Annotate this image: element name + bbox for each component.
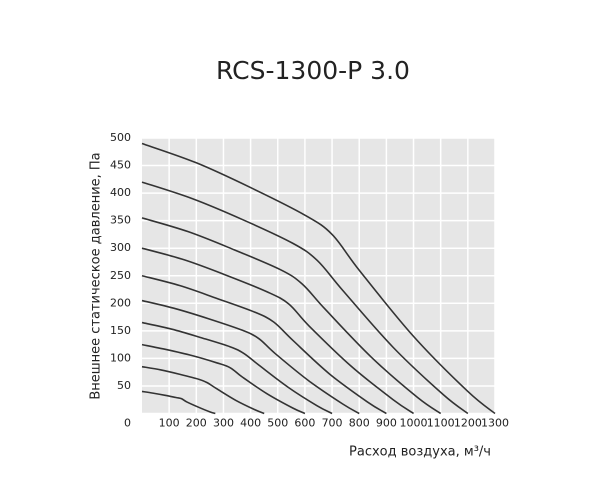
y-tick-label: 500 (110, 131, 131, 144)
x-tick-label: 200 (186, 417, 207, 430)
x-tick-label: 1000 (400, 417, 428, 430)
x-tick-label: 300 (213, 417, 234, 430)
y-tick-label: 350 (110, 214, 131, 227)
fan-curve (141, 390, 216, 415)
fan-curve (141, 274, 387, 415)
fan-curve (141, 142, 496, 415)
x-tick-label: 700 (322, 417, 343, 430)
fan-curve (141, 365, 265, 415)
y-axis-label: Внешнее статическое давление, Па (89, 152, 104, 399)
chart-title: RCS-1300-P 3.0 (216, 56, 410, 85)
y-tick-label: 0 (124, 417, 131, 430)
x-tick-label: 100 (159, 417, 180, 430)
y-tick-label: 450 (110, 159, 131, 172)
fan-curve (141, 299, 360, 415)
y-tick-label: 300 (110, 241, 131, 254)
y-tick-label: 200 (110, 296, 131, 309)
fan-curve (141, 343, 306, 415)
y-tick-label: 150 (110, 324, 131, 337)
fan-curve (141, 247, 414, 415)
y-tick-label: 50 (117, 379, 131, 392)
x-tick-label: 800 (349, 417, 370, 430)
x-tick-label: 400 (240, 417, 261, 430)
fan-curve (141, 321, 333, 415)
x-tick-label: 600 (294, 417, 315, 430)
y-tick-label: 250 (110, 269, 131, 282)
x-tick-label: 1200 (454, 417, 482, 430)
x-tick-label: 900 (376, 417, 397, 430)
fan-curve (141, 217, 442, 415)
x-tick-label: 1300 (481, 417, 509, 430)
y-tick-label: 400 (110, 186, 131, 199)
fan-curve (141, 181, 469, 415)
x-tick-label: 1100 (427, 417, 455, 430)
y-tick-label: 100 (110, 351, 131, 364)
x-tick-label: 500 (267, 417, 288, 430)
x-axis-label: Расход воздуха, м³/ч (349, 445, 491, 460)
